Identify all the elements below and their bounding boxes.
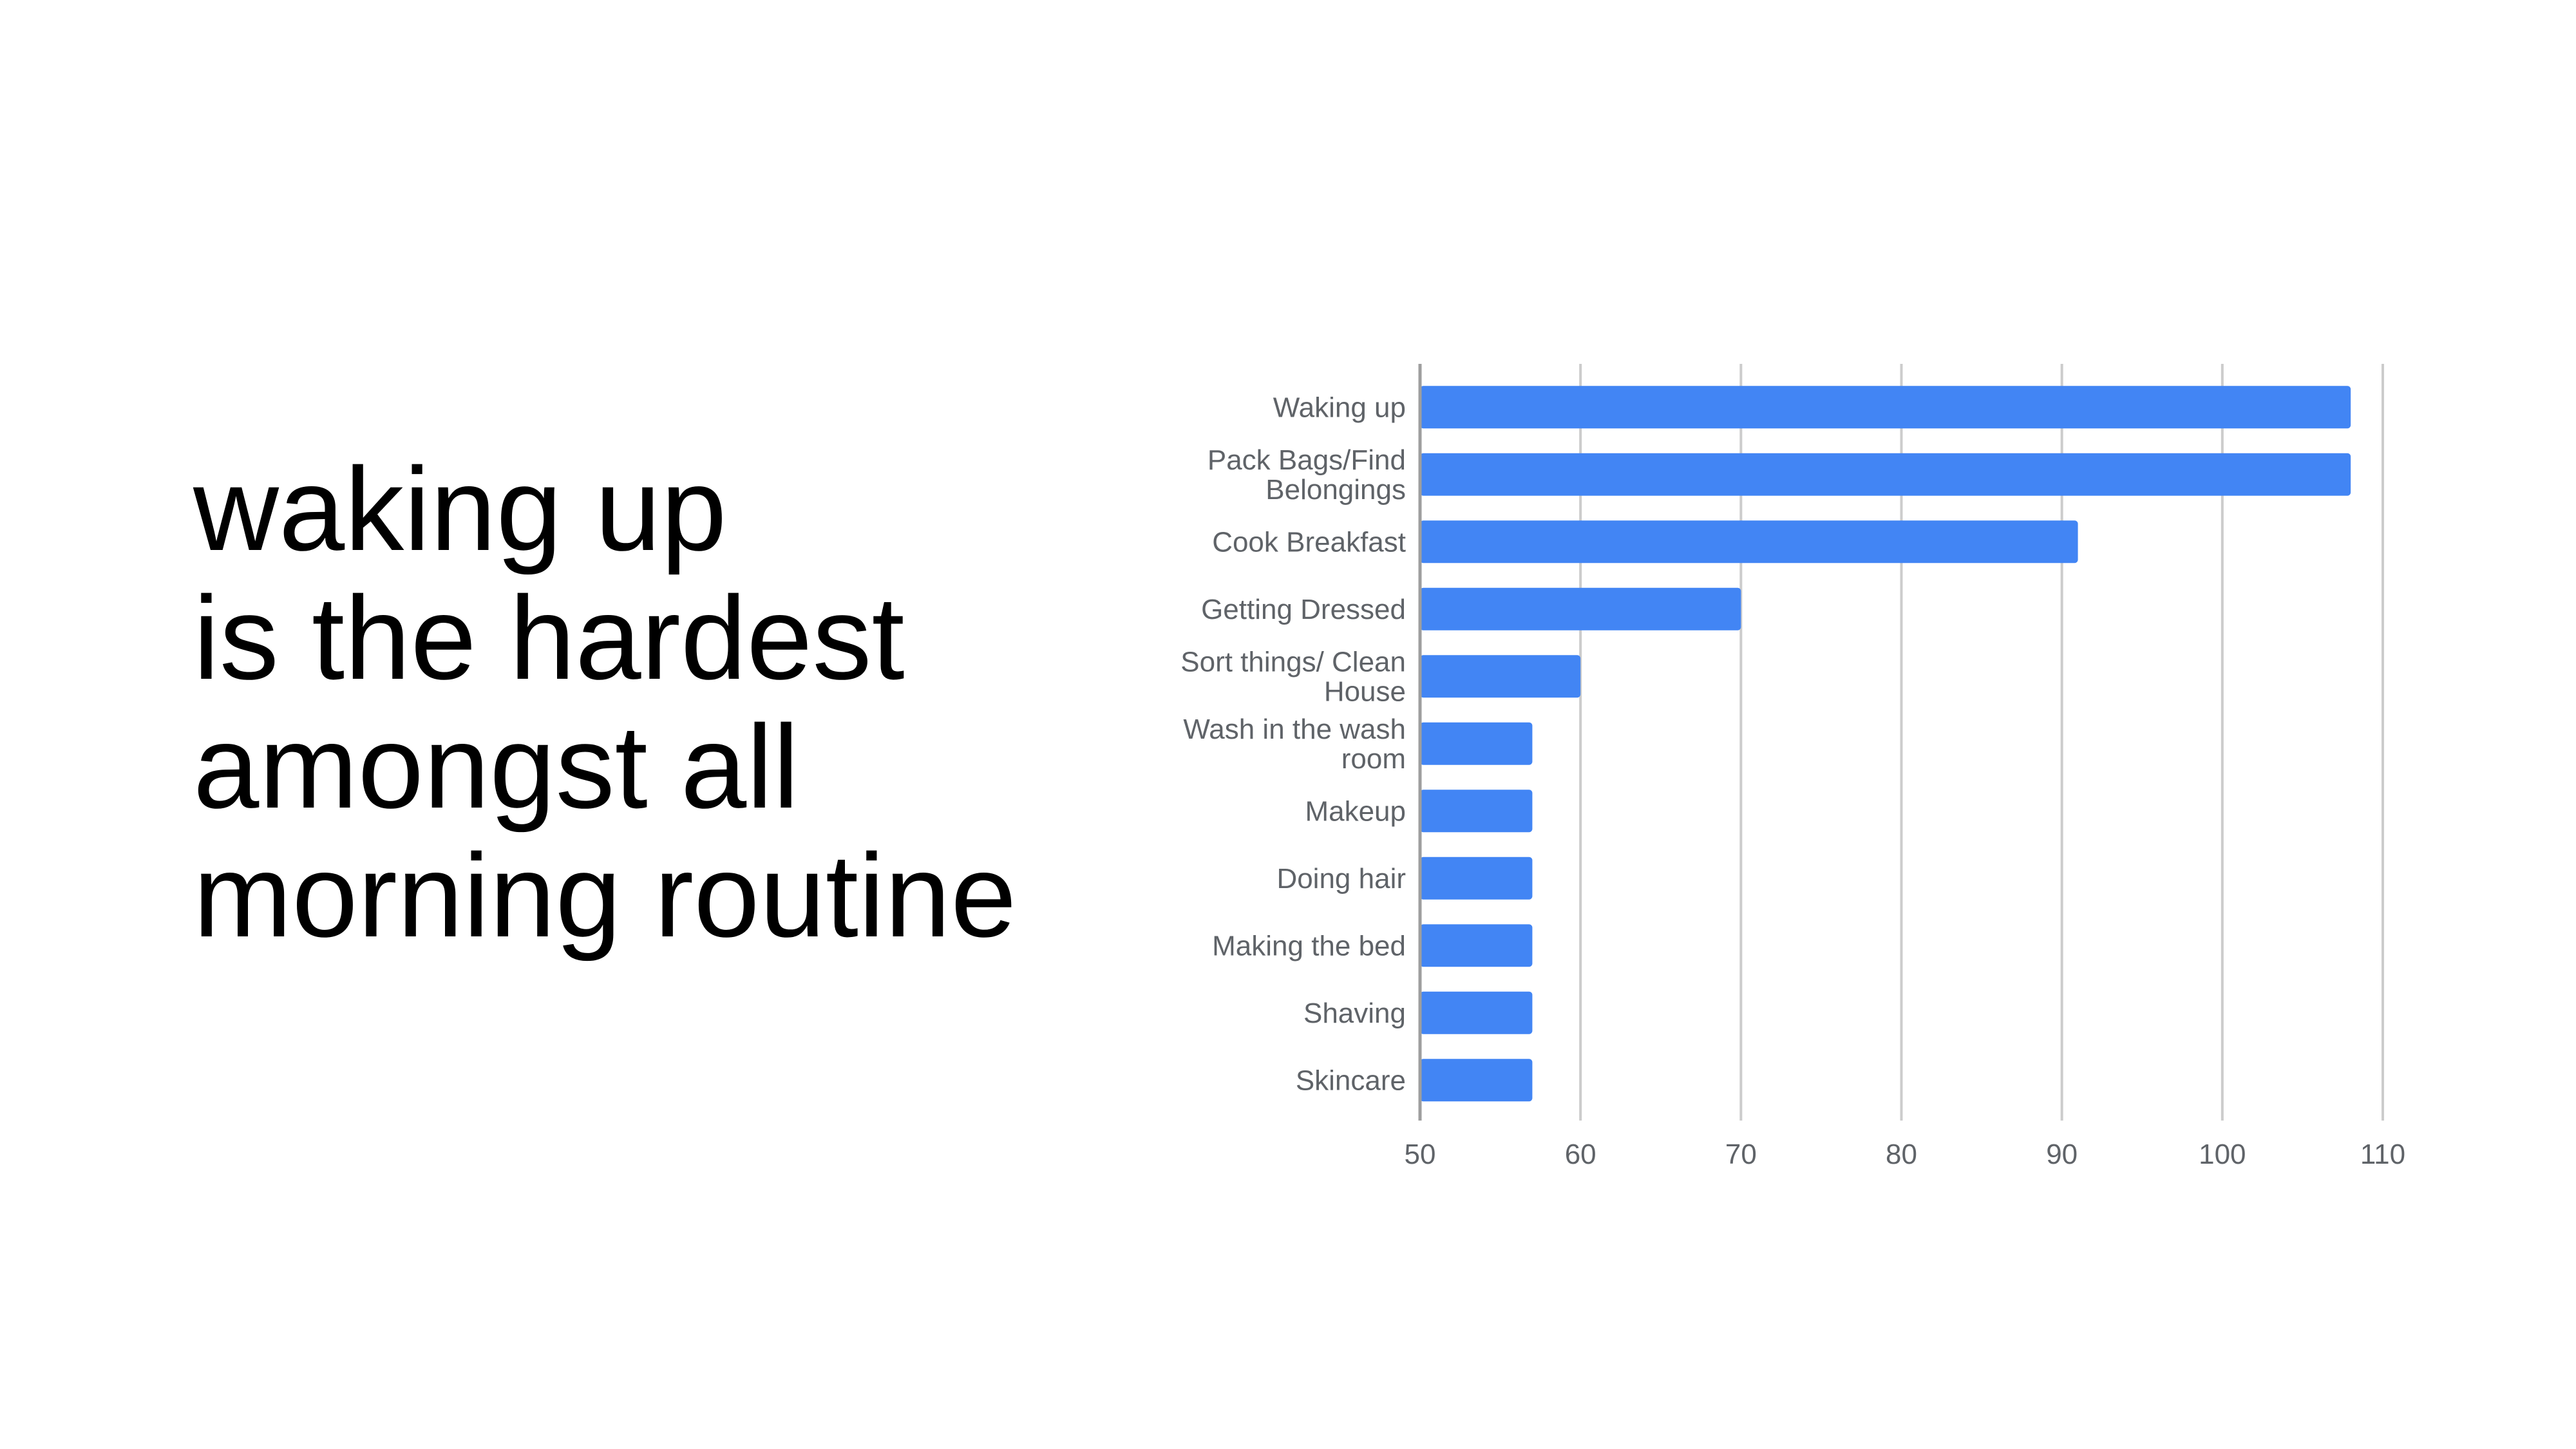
x-tick-label: 110: [2360, 1139, 2405, 1170]
headline-line-4: morning routine: [193, 829, 1017, 961]
bar: [1420, 790, 1533, 833]
category-label: Getting Dressed: [1201, 594, 1406, 625]
category-label: Cook Breakfast: [1212, 526, 1406, 558]
bar: [1420, 520, 2078, 564]
category-label: Pack Bags/Find Belongings: [1208, 444, 1406, 506]
x-tick-label: 70: [1725, 1139, 1757, 1170]
x-tick-label: 50: [1405, 1139, 1436, 1170]
x-tick-label: 90: [2046, 1139, 2078, 1170]
category-labels: Waking up Pack Bags/Find Belongings Cook Br…: [1180, 392, 1406, 1096]
bar: [1420, 655, 1581, 698]
bar: [1420, 1059, 1533, 1102]
x-tick-label: 100: [2199, 1139, 2246, 1170]
category-label: Making the bed: [1212, 930, 1406, 961]
tick-labels: 50 60 70 80 90 100 110: [1405, 1139, 2406, 1170]
category-label: Doing hair: [1276, 863, 1406, 895]
bar: [1420, 587, 1741, 630]
bar: [1420, 386, 2351, 429]
bar: [1420, 453, 2351, 496]
category-label: Wash in the wash room: [1183, 714, 1406, 775]
headline-line-3: amongst all: [193, 700, 799, 833]
bars: [1420, 386, 2351, 1102]
bar: [1420, 991, 1533, 1034]
category-label: Skincare: [1296, 1065, 1406, 1096]
category-label: Sort things/ Clean House: [1180, 646, 1406, 707]
category-label: Shaving: [1303, 998, 1406, 1029]
bar: [1420, 722, 1533, 765]
category-label: Makeup: [1305, 795, 1406, 827]
x-tick-label: 80: [1886, 1139, 1917, 1170]
headline-line-2: is the hardest: [193, 571, 905, 704]
x-tick-label: 60: [1565, 1139, 1596, 1170]
headline-line-1: waking up: [193, 442, 727, 575]
bar: [1420, 924, 1533, 967]
bar: [1420, 857, 1533, 900]
category-label: Waking up: [1273, 392, 1406, 423]
slide-headline: waking up is the hardest amongst all mor…: [193, 444, 1159, 960]
